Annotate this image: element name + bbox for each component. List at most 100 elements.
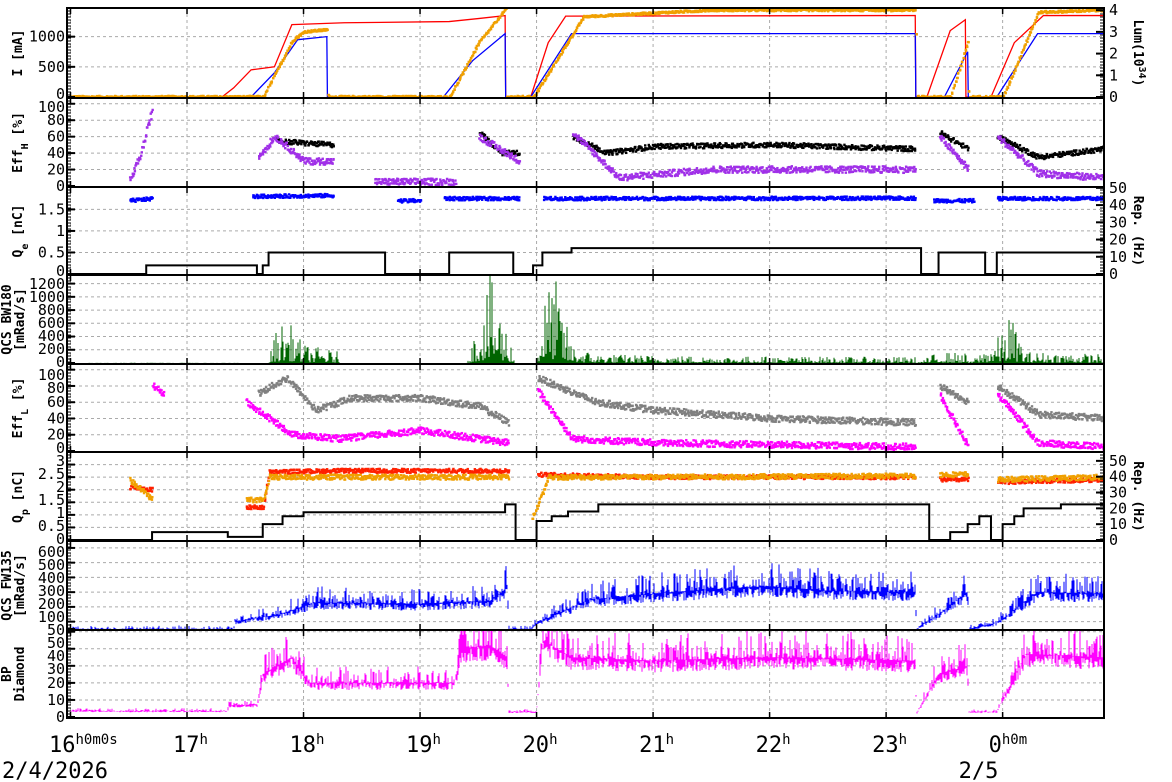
data-point [618, 196, 622, 200]
data-point [849, 9, 852, 13]
data-point [146, 196, 149, 200]
data-point [894, 198, 897, 201]
data-point [900, 149, 903, 152]
data-point [634, 145, 637, 149]
data-point [868, 197, 871, 201]
data-point [286, 144, 290, 148]
data-point [812, 168, 815, 172]
data-point [273, 196, 277, 200]
data-point [514, 152, 517, 156]
data-point [1031, 163, 1034, 167]
data-point [1067, 152, 1071, 156]
data-point [327, 142, 330, 145]
data-point [273, 193, 276, 197]
data-point [514, 151, 517, 154]
data-point [668, 173, 671, 176]
data-point [783, 144, 786, 148]
data-point [990, 95, 994, 98]
data-point [305, 140, 309, 143]
data-point [267, 145, 271, 148]
data-point [665, 171, 669, 175]
data-point [845, 147, 848, 151]
data-point [615, 172, 618, 175]
data-point [754, 198, 757, 202]
data-point [1099, 177, 1103, 181]
data-point [310, 159, 314, 163]
data-point [833, 171, 837, 174]
data-point [1071, 176, 1075, 179]
data-point [390, 182, 393, 185]
data-point [687, 170, 690, 173]
data-point [465, 66, 468, 69]
data-point [513, 159, 516, 162]
data-point [665, 146, 668, 149]
data-point [885, 145, 888, 149]
data-point [1024, 151, 1027, 154]
data-point [907, 198, 911, 201]
data-point [673, 11, 677, 15]
data-point [581, 138, 585, 142]
data-point [1068, 151, 1072, 154]
data-point [766, 168, 769, 171]
data-point [1078, 149, 1081, 152]
data-point [311, 162, 315, 165]
data-point [682, 198, 685, 201]
data-point [658, 197, 662, 200]
data-point [1089, 177, 1092, 180]
data-point [644, 196, 647, 199]
data-point [604, 15, 607, 18]
data-point [281, 196, 285, 200]
data-point [496, 198, 499, 202]
data-point [502, 152, 505, 155]
data-point [411, 200, 414, 203]
data-point [462, 72, 465, 76]
data-point [612, 170, 616, 173]
data-point [664, 12, 668, 15]
data-point [445, 198, 449, 201]
data-point [774, 9, 778, 13]
data-point [623, 173, 626, 177]
data-point [616, 152, 619, 156]
data-point [730, 9, 734, 13]
data-point [911, 147, 914, 150]
data-point [416, 178, 419, 181]
data-point [724, 168, 727, 171]
data-point [289, 45, 292, 48]
data-point [564, 196, 567, 199]
data-point [695, 170, 698, 174]
data-point [702, 145, 706, 148]
data-point [822, 196, 826, 200]
data-point [850, 170, 853, 174]
data-point [472, 198, 475, 201]
data-point [603, 159, 606, 162]
data-point [580, 197, 584, 201]
data-point [798, 169, 802, 173]
data-point [621, 14, 624, 17]
data-point [279, 196, 282, 199]
data-point [978, 94, 982, 98]
data-point [791, 195, 795, 199]
data-point [288, 138, 291, 142]
data-point [400, 178, 404, 181]
data-point [884, 147, 887, 151]
data-point [681, 144, 684, 148]
data-point [114, 95, 118, 98]
data-point [788, 141, 791, 145]
data-point [878, 9, 882, 13]
data-point [480, 37, 484, 41]
data-point [612, 149, 615, 152]
data-point [851, 170, 855, 174]
data-point [818, 198, 821, 201]
data-point [898, 198, 901, 201]
data-point [764, 142, 767, 145]
data-point [457, 199, 461, 202]
data-point [648, 146, 652, 149]
data-point [283, 141, 286, 144]
data-point [719, 198, 722, 202]
data-point [700, 142, 703, 146]
data-point [571, 133, 575, 136]
data-point [804, 143, 808, 146]
data-point [820, 165, 823, 168]
data-point [753, 171, 756, 174]
data-point [752, 141, 755, 145]
